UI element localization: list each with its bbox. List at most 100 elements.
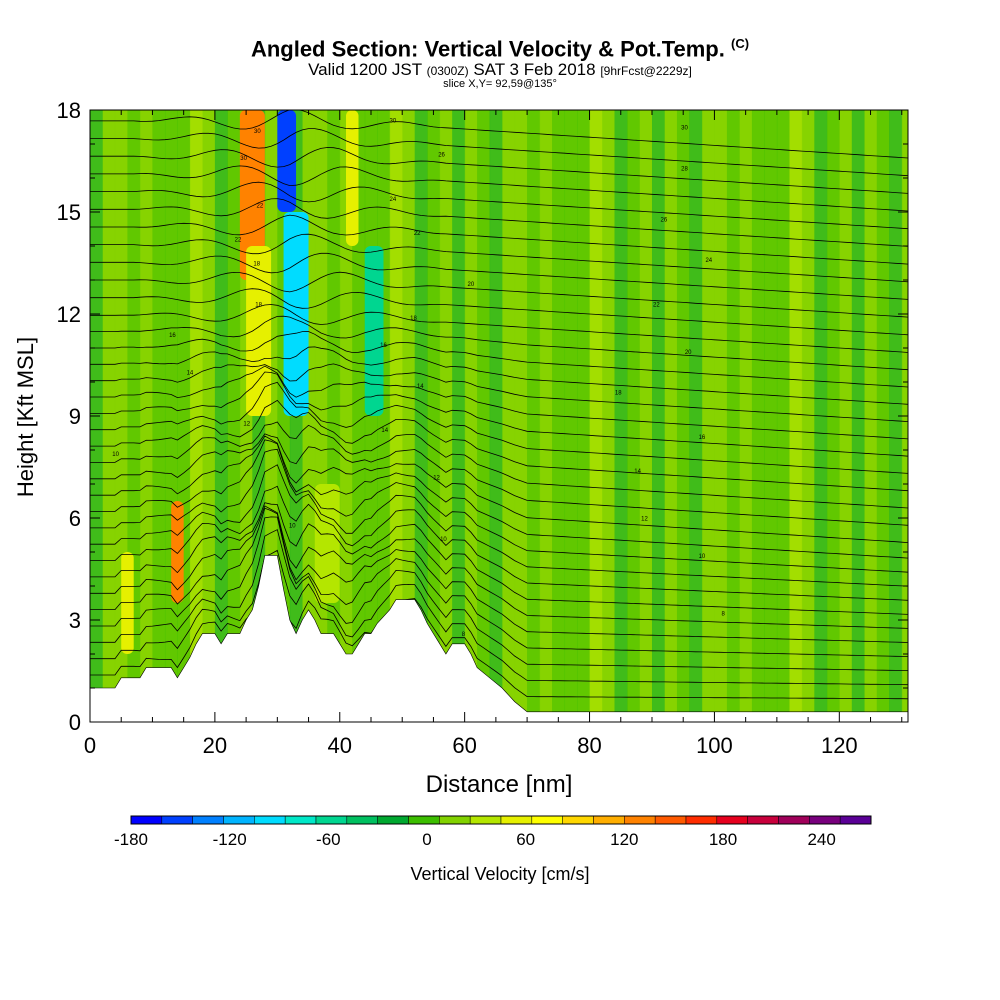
theta-contour	[90, 549, 908, 686]
theta-contour	[90, 214, 908, 265]
theta-contour	[90, 421, 908, 509]
velocity-cell	[246, 246, 272, 416]
theta-contour	[90, 485, 908, 601]
contour-label: 10	[440, 537, 447, 543]
contour-label: 14	[381, 428, 388, 434]
velocity-cell	[277, 110, 297, 212]
x-tick-label: 60	[452, 733, 476, 758]
velocity-band	[427, 110, 441, 722]
velocity-band	[489, 110, 503, 722]
contour-label: 12	[641, 517, 648, 523]
colorbar-segment	[408, 815, 440, 825]
theta-contour	[90, 371, 908, 457]
velocity-cell	[171, 501, 184, 603]
x-tick-label: 40	[328, 733, 352, 758]
contour-label: 16	[380, 343, 387, 349]
colorbar-tick-label: -180	[114, 830, 148, 849]
theta-contour	[90, 439, 908, 559]
colorbar-segment	[439, 815, 471, 825]
theta-contour	[90, 433, 908, 526]
contour-label: 20	[468, 282, 475, 288]
contour-label: 18	[255, 302, 262, 308]
theta-contour	[90, 435, 908, 543]
y-tick-label: 9	[69, 404, 81, 429]
x-tick-label: 0	[84, 733, 96, 758]
colorbar-segment	[223, 815, 255, 825]
contour-label: 26	[661, 217, 668, 223]
y-tick-label: 18	[57, 98, 81, 123]
colorbar-segment	[839, 815, 872, 825]
velocity-cell	[364, 246, 384, 416]
velocity-cell	[346, 110, 359, 246]
colorbar-tick-label: -120	[213, 830, 247, 849]
colorbar-segment	[130, 815, 163, 825]
velocity-band	[876, 110, 890, 722]
contour-label: 24	[705, 258, 712, 264]
colorbar-segment	[562, 815, 594, 825]
colorbar-segment	[377, 815, 409, 825]
colorbar-tick-label: 240	[807, 830, 835, 849]
contour-label: 20	[685, 350, 692, 356]
velocity-cell	[314, 484, 340, 603]
valid-time-line: Valid 1200 JST (0300Z) SAT 3 Feb 2018 [9…	[308, 60, 692, 79]
theta-contour	[90, 516, 908, 657]
colorbar-segment	[346, 815, 378, 825]
colorbar-segment	[192, 815, 224, 825]
theta-contour	[90, 346, 908, 405]
contour-label: 24	[390, 197, 397, 203]
y-tick-label: 12	[57, 302, 81, 327]
velocity-band	[864, 110, 878, 722]
colorbar: -180 -120 -60 0 60 120 180 240	[114, 815, 872, 849]
colorbar-tick-label: 120	[610, 830, 638, 849]
velocity-band	[539, 110, 553, 722]
velocity-band	[627, 110, 640, 722]
colorbar-segment	[531, 815, 563, 825]
colorbar-title: Vertical Velocity [cm/s]	[410, 864, 589, 884]
x-tick-label: 120	[821, 733, 858, 758]
theta-contour	[90, 399, 908, 492]
velocity-band	[439, 110, 453, 722]
velocity-band	[202, 110, 216, 722]
theta-contour	[90, 233, 908, 283]
velocity-band	[502, 110, 516, 722]
theta-contour	[90, 198, 908, 247]
velocity-band	[514, 110, 528, 722]
theta-contour	[90, 304, 908, 353]
theta-contour	[90, 502, 908, 615]
velocity-band	[664, 110, 678, 722]
velocity-band	[564, 110, 578, 722]
theta-contour	[90, 252, 908, 300]
velocity-cell	[121, 552, 134, 654]
y-tick-label: 3	[69, 608, 81, 633]
colorbar-segment	[778, 815, 810, 825]
colorbar-frame	[130, 815, 872, 825]
colorbar-segment	[685, 815, 718, 825]
contour-label: 18	[615, 391, 622, 397]
velocity-band	[764, 110, 778, 722]
contour-label: 22	[257, 204, 264, 210]
theta-contour	[90, 147, 908, 194]
velocity-band	[789, 110, 803, 722]
x-tick-label: 20	[203, 733, 227, 758]
contour-label: 10	[112, 452, 119, 458]
contour-label: 22	[235, 238, 242, 244]
velocity-band	[139, 110, 153, 722]
velocity-band	[177, 110, 191, 722]
contour-label: 26	[438, 153, 445, 159]
theta-contour	[90, 331, 908, 388]
velocity-band	[477, 110, 491, 722]
theta-contour	[90, 507, 908, 643]
velocity-band	[452, 110, 466, 722]
velocity-band	[676, 110, 690, 722]
theta-contour	[90, 570, 908, 700]
velocity-band	[801, 110, 815, 722]
colorbar-tick-label: 180	[709, 830, 737, 849]
velocity-cell	[283, 212, 309, 416]
velocity-band	[577, 110, 591, 722]
contour-label: 14	[417, 384, 424, 390]
velocity-band	[739, 110, 753, 722]
velocity-band	[327, 110, 341, 722]
velocity-band	[402, 110, 416, 722]
x-axis-label: Distance [nm]	[426, 771, 573, 798]
